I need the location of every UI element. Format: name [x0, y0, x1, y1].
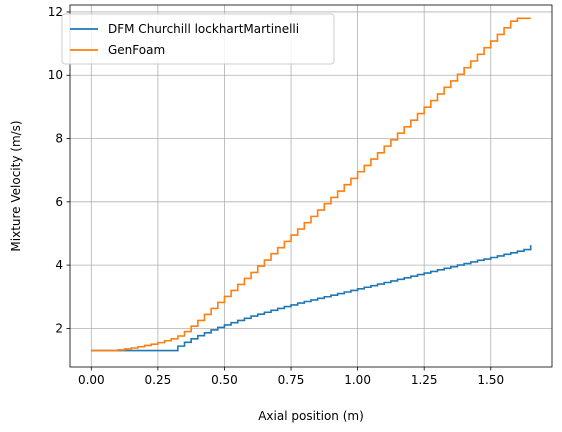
y-axis-label: Mixture Velocity (m/s) — [9, 120, 23, 251]
grid — [70, 5, 552, 367]
x-axis-ticks: 0.00 0.25 0.50 0.75 1.00 1.25 1.50 — [78, 367, 504, 387]
x-tick-label: 0.50 — [211, 373, 238, 387]
legend-box — [61, 13, 335, 65]
x-tick-label: 1.25 — [411, 373, 438, 387]
y-tick-label: 12 — [48, 5, 63, 19]
series-layer — [91, 17, 532, 352]
y-tick-label: 10 — [48, 68, 63, 82]
x-tick-label: 0.00 — [78, 373, 105, 387]
y-tick-label: 6 — [55, 195, 63, 209]
y-tick-label: 2 — [55, 321, 63, 335]
series-line-dfm — [91, 245, 532, 352]
axes-frame — [69, 4, 553, 368]
x-tick-label: 1.50 — [477, 373, 504, 387]
legend: DFM Churchill lockhartMartinelli GenFoam — [61, 13, 335, 65]
legend-label-dfm: DFM Churchill lockhartMartinelli — [108, 22, 299, 36]
x-tick-label: 1.00 — [344, 373, 371, 387]
legend-label-genfoam: GenFoam — [108, 43, 165, 57]
x-tick-label: 0.75 — [278, 373, 305, 387]
y-axis-ticks: 2 4 6 8 10 12 — [48, 5, 70, 335]
x-tick-label: 0.25 — [145, 373, 172, 387]
x-axis-label: Axial position (m) — [258, 409, 364, 423]
plot-area: 0.00 0.25 0.50 0.75 1.00 1.25 1.50 2 4 6 8 10 12 — [48, 4, 553, 387]
axes-background — [70, 5, 552, 367]
series-line-genfoam — [91, 17, 531, 352]
y-tick-label: 8 — [55, 132, 63, 146]
y-tick-label: 4 — [55, 258, 63, 272]
